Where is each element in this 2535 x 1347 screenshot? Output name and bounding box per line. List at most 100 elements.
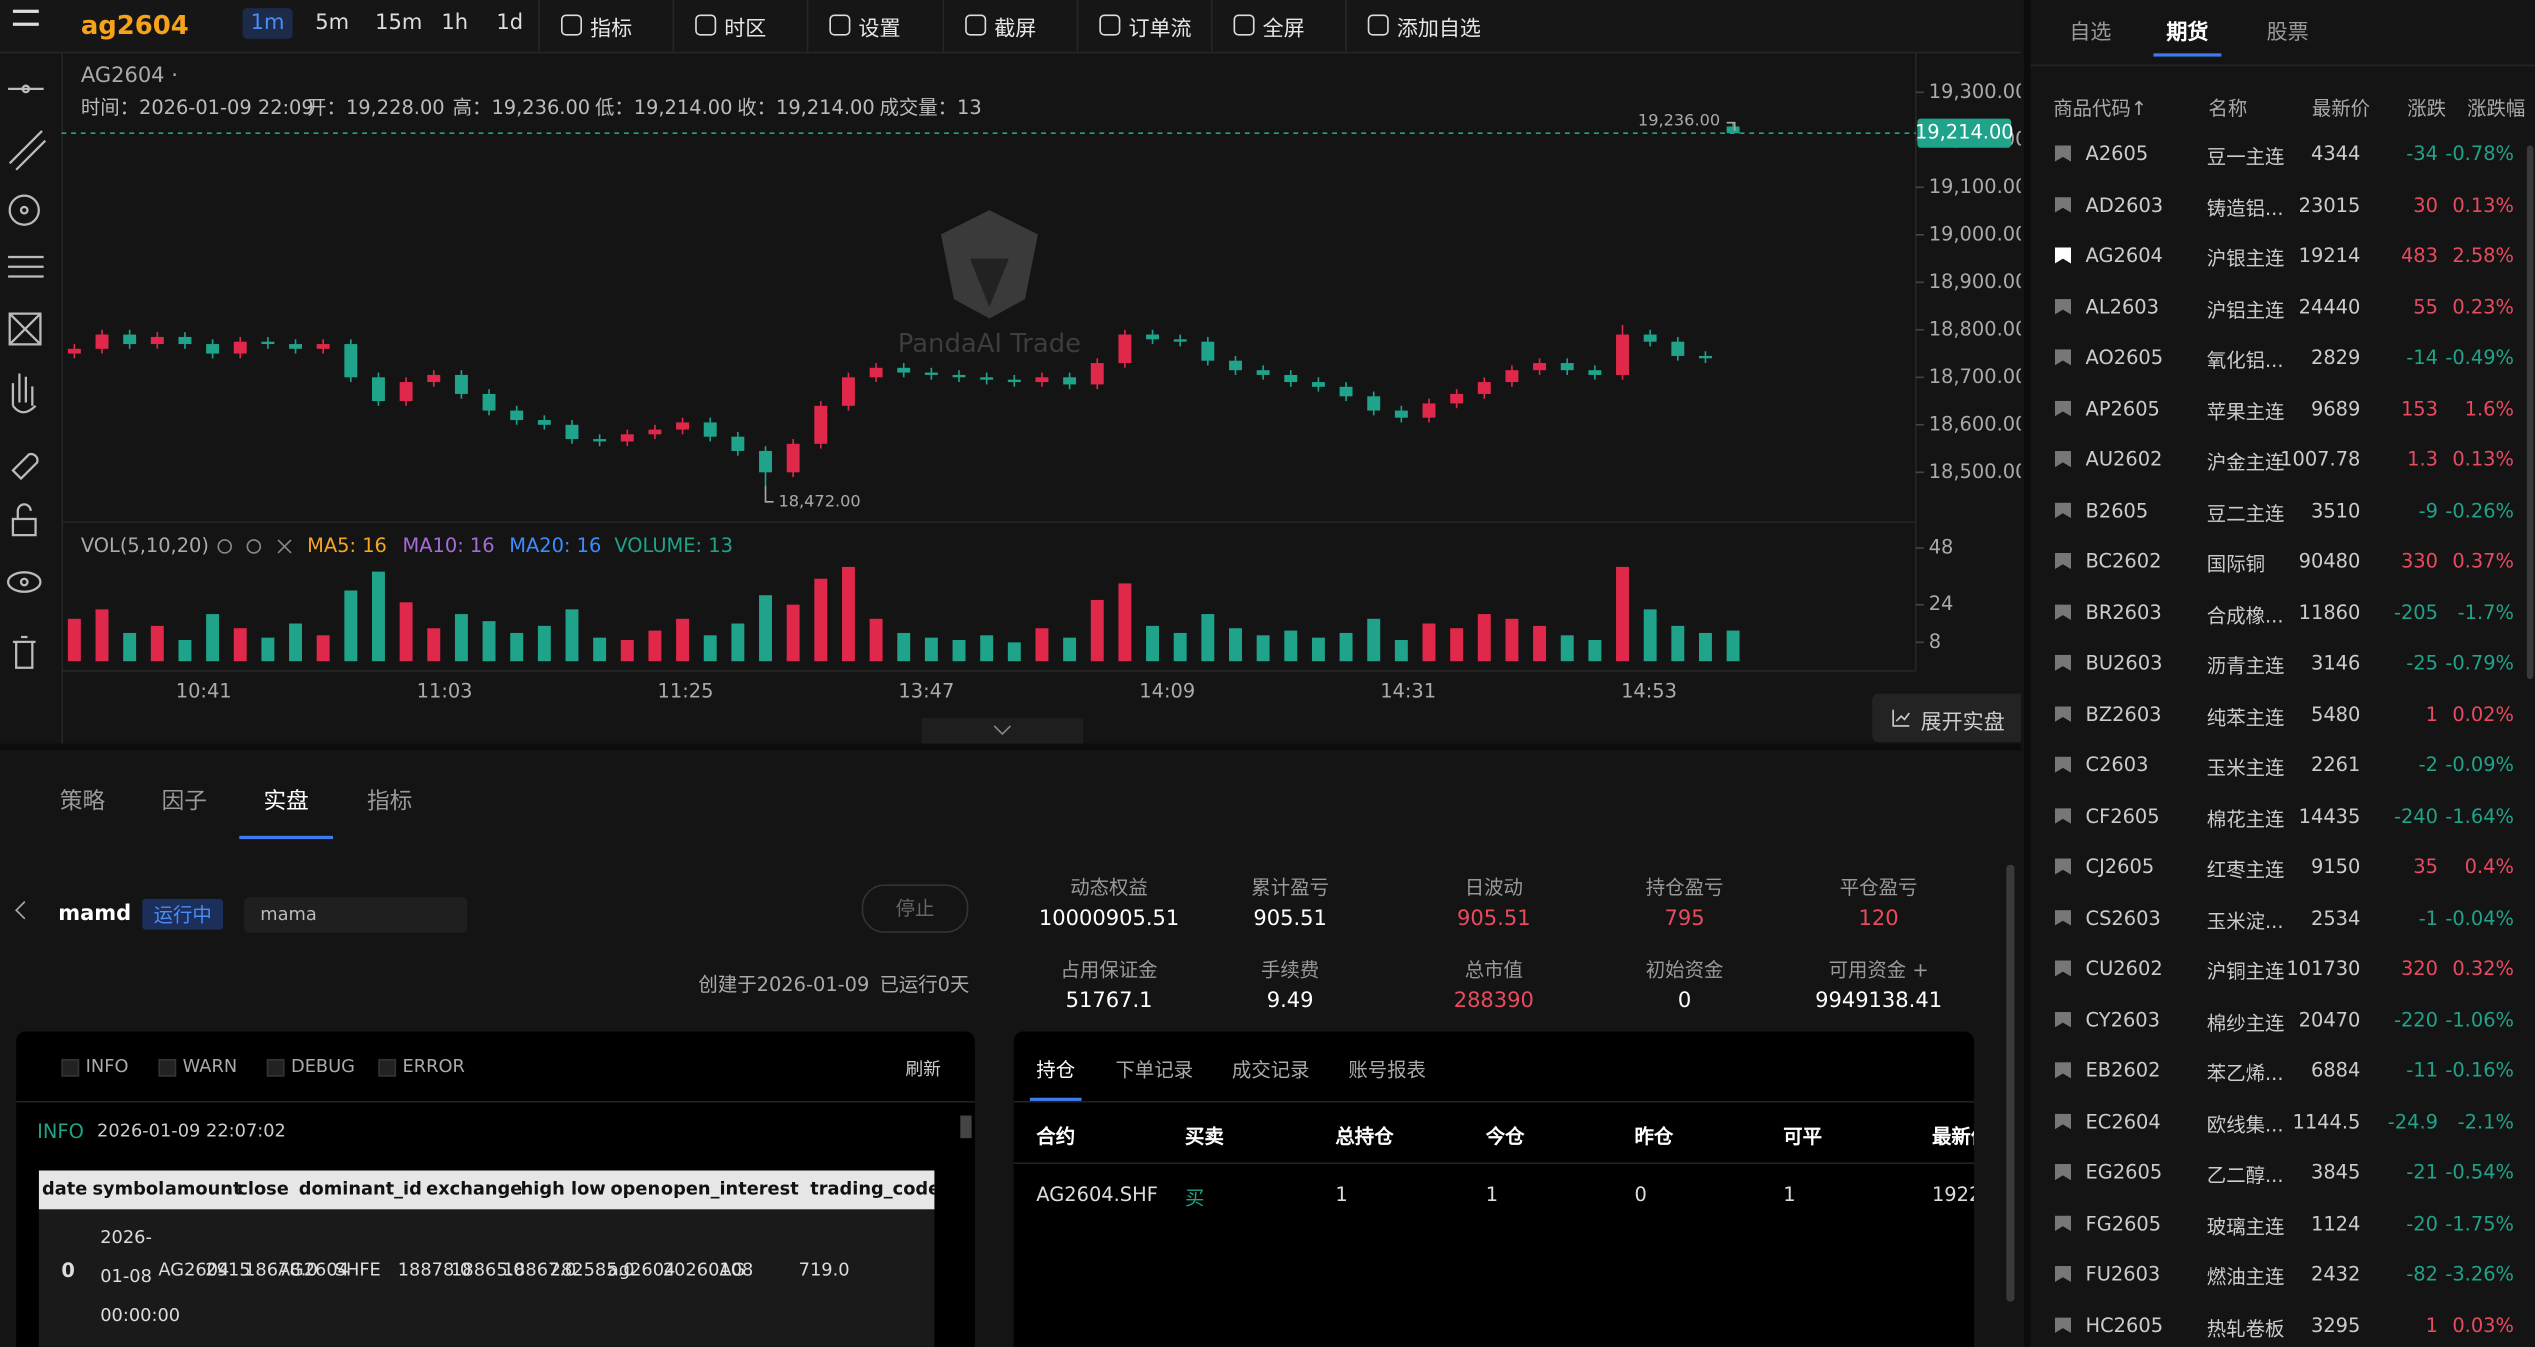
row-code[interactable]: C2603: [2085, 753, 2149, 777]
level-checkbox[interactable]: [158, 1058, 177, 1077]
refresh-button[interactable]: 刷新: [905, 1058, 941, 1080]
row-code[interactable]: CY2603: [2085, 1008, 2160, 1031]
star-icon[interactable]: [2054, 1316, 2071, 1333]
toolbar-button[interactable]: 截屏: [994, 17, 1037, 43]
row-code[interactable]: BZ2603: [2085, 702, 2162, 726]
row-code[interactable]: FU2603: [2085, 1262, 2161, 1286]
period-button[interactable]: 1h: [441, 11, 469, 36]
star-icon[interactable]: [2054, 1062, 2071, 1079]
row-code[interactable]: AD2603: [2085, 193, 2164, 216]
volume-bar: [510, 632, 524, 662]
row-code[interactable]: AO2605: [2085, 345, 2164, 369]
period-button[interactable]: 5m: [315, 11, 350, 36]
row-code[interactable]: AU2602: [2085, 447, 2163, 471]
star-icon[interactable]: [2054, 1164, 2071, 1181]
watchlist-tab[interactable]: 自选: [2069, 21, 2112, 46]
star-icon[interactable]: [2054, 196, 2071, 213]
row-code[interactable]: BC2602: [2085, 549, 2162, 573]
star-icon[interactable]: [2054, 705, 2071, 722]
bottom-tab[interactable]: 因子: [161, 788, 207, 815]
star-icon[interactable]: [2054, 1214, 2071, 1232]
bottom-tab[interactable]: 指标: [366, 788, 413, 815]
star-icon[interactable]: [2054, 1113, 2071, 1130]
star-icon[interactable]: [2054, 909, 2071, 926]
level-label[interactable]: DEBUG: [291, 1055, 355, 1077]
row-code[interactable]: EG2605: [2085, 1160, 2163, 1184]
collapse-handle[interactable]: [921, 717, 1084, 744]
row-code[interactable]: BU2603: [2085, 651, 2163, 675]
level-label[interactable]: WARN: [182, 1055, 238, 1077]
toolbar-button[interactable]: 设置: [858, 17, 901, 43]
row-code[interactable]: AP2605: [2085, 396, 2160, 420]
star-icon[interactable]: [2054, 145, 2071, 162]
star-icon[interactable]: [2054, 451, 2071, 468]
toolbar-button[interactable]: 指标: [590, 17, 633, 43]
volume-bar: [676, 618, 690, 662]
y-tick-label: 19,100.00: [1929, 175, 2021, 198]
row-code[interactable]: HC2605: [2085, 1313, 2164, 1337]
bottom-area: [0, 743, 2021, 1347]
level-checkbox[interactable]: [61, 1058, 80, 1077]
row-code[interactable]: CF2605: [2085, 804, 2160, 827]
row-code[interactable]: BR2603: [2085, 600, 2162, 624]
level-label[interactable]: ERROR: [402, 1055, 465, 1077]
toolbar-button[interactable]: 全屏: [1262, 17, 1305, 43]
positions-tab[interactable]: 持仓: [1036, 1058, 1076, 1082]
star-icon[interactable]: [2054, 654, 2071, 671]
toolbar-button[interactable]: 时区: [724, 17, 767, 43]
positions-tab[interactable]: 下单记录: [1115, 1058, 1194, 1082]
table-cell: 18678.0: [244, 1259, 318, 1281]
level-checkbox[interactable]: [378, 1058, 397, 1077]
star-icon[interactable]: [2054, 603, 2071, 621]
period-button[interactable]: 1d: [496, 11, 524, 36]
row-pct: -0.26%: [2445, 498, 2514, 522]
positions-tab[interactable]: 账号报表: [1348, 1058, 1426, 1082]
star-icon[interactable]: [2054, 1265, 2071, 1283]
volume-bar: [123, 632, 137, 662]
toolbar-icon: [560, 14, 583, 36]
stop-button[interactable]: 停止: [861, 884, 969, 933]
row-code[interactable]: EC2604: [2085, 1109, 2161, 1133]
star-icon[interactable]: [2054, 247, 2071, 264]
star-icon[interactable]: [2054, 807, 2071, 824]
star-icon[interactable]: [2054, 858, 2071, 875]
row-change: 483: [2400, 244, 2438, 267]
volume-bar: [206, 614, 220, 662]
row-code[interactable]: CU2602: [2085, 957, 2163, 980]
star-icon[interactable]: [2054, 349, 2071, 366]
ohlc-info: 低：19,214.00: [595, 96, 732, 119]
level-label[interactable]: INFO: [85, 1055, 129, 1077]
watchlist-tab[interactable]: 股票: [2266, 21, 2309, 46]
ohlc-info: 开：19,228.00: [307, 96, 444, 119]
level-checkbox[interactable]: [266, 1058, 285, 1077]
toolbar-button[interactable]: 订单流: [1128, 17, 1192, 43]
star-icon[interactable]: [2054, 298, 2071, 315]
symbol[interactable]: ag2604: [80, 9, 189, 41]
volume-tools: [217, 539, 292, 554]
strategy-input[interactable]: mama: [244, 897, 468, 933]
star-icon[interactable]: [2054, 400, 2071, 417]
positions-tab[interactable]: 成交记录: [1231, 1058, 1310, 1082]
toolbar-button[interactable]: 添加自选: [1396, 17, 1481, 43]
star-icon[interactable]: [2054, 501, 2071, 519]
expand-button[interactable]: 展开实盘: [1872, 693, 2021, 743]
row-code[interactable]: CS2603: [2085, 906, 2161, 929]
star-icon[interactable]: [2054, 756, 2071, 773]
bottom-tab[interactable]: 策略: [59, 788, 106, 815]
period-button[interactable]: 1m: [242, 8, 293, 39]
row-code[interactable]: AG2604: [2085, 244, 2163, 267]
row-code[interactable]: B2605: [2085, 498, 2149, 522]
watchlist-tab[interactable]: 期货: [2166, 21, 2209, 46]
row-code[interactable]: EB2602: [2085, 1058, 2161, 1082]
star-icon[interactable]: [2054, 552, 2071, 570]
row-code[interactable]: AL2603: [2085, 295, 2160, 318]
row-code[interactable]: FG2605: [2085, 1211, 2162, 1235]
candle-body: [178, 336, 192, 345]
star-icon[interactable]: [2054, 1011, 2071, 1028]
row-code[interactable]: A2605: [2085, 142, 2149, 165]
period-button[interactable]: 15m: [375, 11, 423, 36]
row-code[interactable]: CJ2605: [2085, 855, 2155, 878]
menu-icon[interactable]: [12, 9, 39, 26]
bottom-tab[interactable]: 实盘: [263, 788, 309, 815]
star-icon[interactable]: [2054, 960, 2071, 977]
